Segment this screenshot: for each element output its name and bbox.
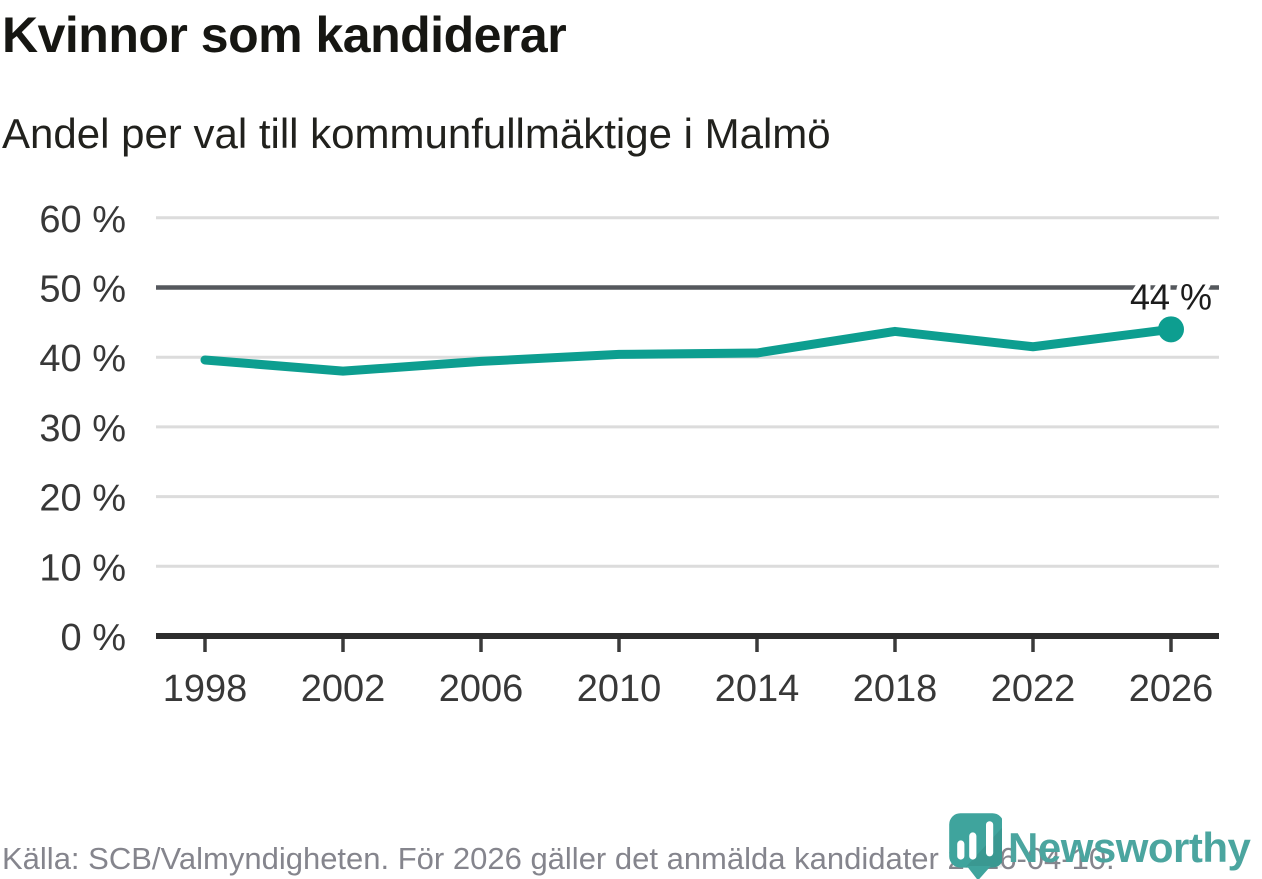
y-axis-tick-label: 0 % bbox=[61, 617, 126, 659]
newsworthy-logo-icon bbox=[949, 813, 1002, 879]
y-axis-tick-label: 20 % bbox=[39, 478, 126, 520]
x-axis-tick-label: 2002 bbox=[301, 668, 386, 710]
y-axis-tick-label: 60 % bbox=[39, 199, 126, 241]
y-axis-tick-label: 30 % bbox=[39, 408, 126, 450]
x-axis-tick-label: 2018 bbox=[853, 668, 938, 710]
x-axis-tick-label: 1998 bbox=[163, 668, 248, 710]
line-chart: 0 % 10 % 20 % 30 % 40 % 50 % 60 % 44 % 1998 2002 2… bbox=[39, 199, 1219, 710]
source-note: Källa: SCB/Valmyndigheten. För 2026 gäll… bbox=[2, 841, 1115, 876]
x-axis-tick-label: 2026 bbox=[1129, 668, 1214, 710]
endpoint-value-label: 44 % bbox=[1130, 276, 1212, 317]
x-axis-tick-label: 2022 bbox=[991, 668, 1076, 710]
x-axis-tick-label: 2010 bbox=[577, 668, 662, 710]
x-axis-tick-label: 2014 bbox=[715, 668, 800, 710]
y-axis-tick-label: 50 % bbox=[39, 269, 126, 311]
chart-subtitle: Andel per val till kommunfullmäktige i M… bbox=[2, 110, 831, 157]
y-axis-tick-label: 10 % bbox=[39, 547, 126, 589]
newsworthy-logo: Newsworthy bbox=[946, 810, 1262, 879]
chart-title: Kvinnor som kandiderar bbox=[2, 7, 567, 63]
x-axis-tick-label: 2006 bbox=[439, 668, 524, 710]
endpoint-marker bbox=[1158, 316, 1184, 343]
y-axis-tick-label: 40 % bbox=[39, 338, 126, 380]
trend-line bbox=[200, 324, 1176, 376]
newsworthy-wordmark: Newsworthy bbox=[1008, 824, 1251, 871]
